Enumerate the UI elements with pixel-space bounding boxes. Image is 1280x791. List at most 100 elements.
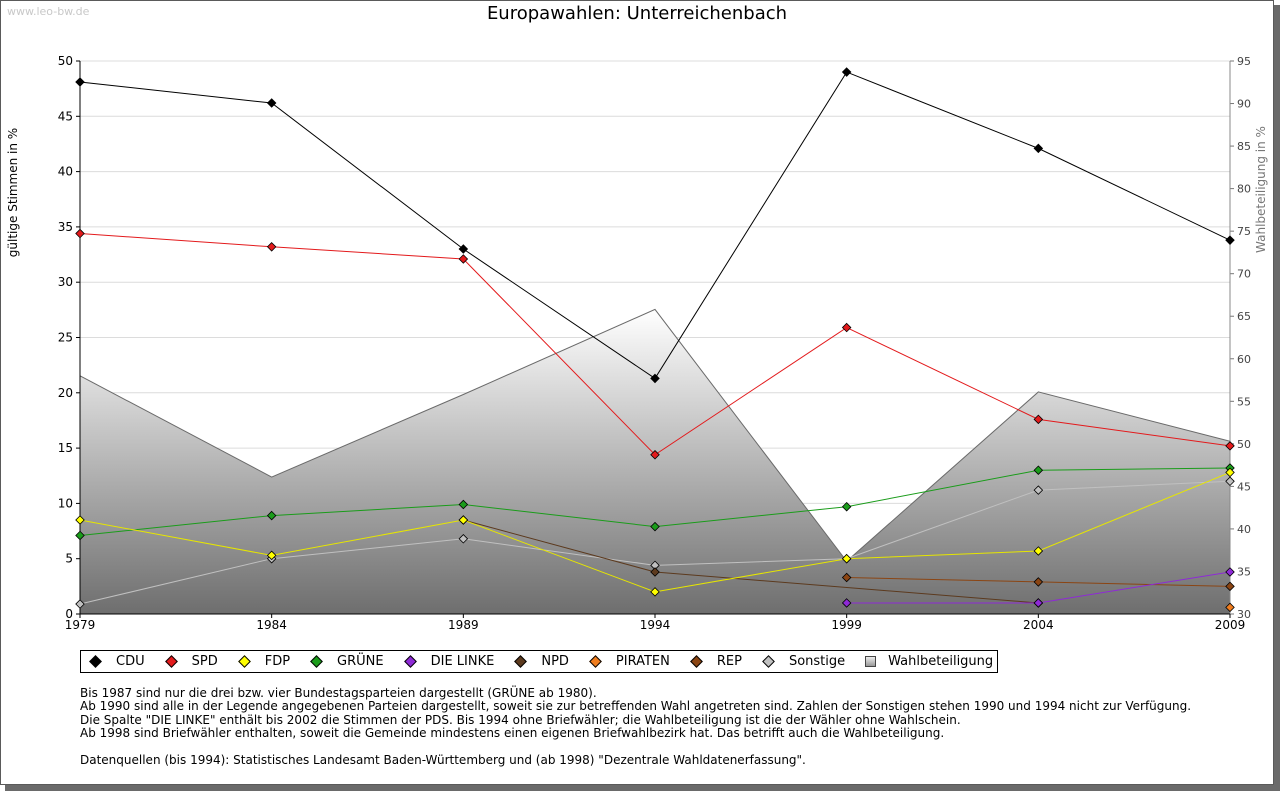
data-point (75, 228, 85, 239)
data-point (1225, 467, 1235, 478)
legend-marker-icon (865, 656, 877, 667)
data-point (1225, 602, 1235, 613)
data-point (266, 98, 277, 108)
chart-title: Europawahlen: Unterreichenbach (486, 3, 788, 24)
footnote-line: Ab 1990 sind alle in der Legende angegeb… (80, 699, 1192, 714)
data-point (1225, 235, 1235, 245)
data-point (458, 515, 469, 525)
frame-shadow-bottom (5, 785, 1280, 791)
data-point (1225, 441, 1235, 451)
footnote-line: Ab 1998 sind Briefwähler enthalten, sowe… (80, 726, 945, 741)
chart-plot: 0 5 10 15 20 25 30 35 40 45 50 30 35 40 45 50 55 60 65 70 75… (6, 54, 1268, 632)
legend-label: FDP (264, 654, 291, 669)
y2-tick-label: 80 (1237, 183, 1251, 196)
data-point (1033, 143, 1044, 154)
x-tick-label: 1999 (831, 618, 862, 632)
x-tick-label: 1994 (640, 618, 671, 632)
legend-label: CDU (116, 654, 145, 669)
data-point (1033, 546, 1044, 556)
legend-marker-icon (762, 655, 775, 668)
y-tick-label: 25 (58, 331, 73, 345)
series-markers (75, 67, 1235, 613)
legend-marker-icon (403, 655, 417, 668)
footnotes: Bis 1987 sind nur die drei bzw. vier Bun… (80, 686, 1192, 741)
y-tick-label: 45 (58, 109, 73, 123)
data-point (75, 530, 85, 541)
y-tick-label: 15 (58, 441, 73, 455)
y-axis-title: gültige Stimmen in % (6, 128, 20, 257)
footnote-line: Bis 1987 sind nur die drei bzw. vier Bun… (80, 686, 597, 700)
data-point (458, 499, 469, 510)
data-point (841, 572, 852, 583)
y2-tick-label: 50 (1237, 438, 1251, 451)
data-point (650, 373, 660, 384)
legend-item: SPD (164, 654, 218, 669)
y2-tick-label: 70 (1237, 268, 1251, 281)
legend-item: PIRATEN (589, 654, 670, 669)
y-tick-label: 10 (58, 496, 73, 510)
y2-axis-title: Wahlbeteiligung in % (1254, 126, 1268, 253)
legend-item: DIE LINKE (403, 654, 494, 669)
footnote-line: Die Spalte "DIE LINKE" enthält bis 2002 … (80, 712, 961, 727)
legend-label: GRÜNE (337, 654, 384, 669)
y-tick-label: 0 (65, 607, 73, 621)
legend-label: SPD (191, 654, 218, 669)
data-point (1033, 598, 1044, 608)
y2-tick-label: 55 (1237, 395, 1251, 408)
data-point (75, 77, 85, 87)
y2-tick-label: 85 (1237, 140, 1251, 153)
data-point (841, 598, 852, 608)
data-point (1225, 476, 1235, 487)
data-point (650, 567, 660, 577)
legend-marker-icon (589, 655, 602, 668)
data-point (1033, 465, 1044, 475)
data-point (1033, 577, 1044, 587)
y-tick-label: 35 (58, 220, 73, 234)
data-point (1033, 485, 1044, 495)
legend-label: REP (716, 654, 742, 669)
legend-label: Sonstige (788, 654, 846, 669)
data-point (841, 322, 852, 333)
legend-item: GRÜNE (310, 654, 384, 669)
y-tick-label: 20 (58, 386, 73, 400)
data-point (1225, 567, 1235, 577)
legend-item: Sonstige (762, 654, 845, 669)
y2-tick-label: 35 (1237, 565, 1251, 578)
legend-marker-icon (164, 655, 178, 668)
legend-item: Wahlbeteiligung (865, 654, 993, 669)
y-tick-label: 50 (58, 54, 73, 68)
y2-tick-label: 65 (1237, 310, 1251, 323)
legend-item: NPD (514, 654, 569, 669)
legend-item: CDU (89, 654, 145, 669)
data-point (75, 515, 85, 525)
data-source-note: Datenquellen (bis 1994): Statistisches L… (80, 753, 806, 767)
y2-tick-label: 75 (1237, 225, 1251, 238)
turnout-area-outline (79, 308, 1231, 562)
legend-label: NPD (541, 654, 569, 669)
watermark: www.leo-bw.de (7, 5, 90, 18)
x-tick-label: 2004 (1023, 618, 1054, 632)
data-point (841, 67, 852, 77)
legend-marker-icon (89, 655, 102, 668)
data-point (1033, 414, 1044, 425)
x-tick-label: 1984 (256, 618, 287, 632)
legend-marker-icon (310, 655, 323, 668)
legend-label: PIRATEN (615, 654, 670, 669)
legend-marker-icon (690, 655, 703, 668)
data-point (458, 244, 469, 254)
legend-marker-icon (514, 655, 528, 668)
y2-tick-label: 90 (1237, 98, 1251, 111)
legend: CDU SPD FDP GRÜNE DIE LINKE NPD PIRATEN REP Sons… (80, 650, 999, 673)
legend-item: FDP (237, 654, 291, 669)
legend-item: REP (690, 654, 742, 669)
frame-shadow-right (1274, 5, 1280, 791)
data-point (266, 242, 277, 252)
data-point (841, 553, 852, 564)
x-tick-label: 1979 (65, 618, 96, 632)
y2-tick-label: 95 (1237, 55, 1251, 68)
y2-tick-label: 40 (1237, 523, 1251, 536)
x-tick-label: 1989 (448, 618, 479, 632)
data-point (1225, 581, 1235, 592)
data-point (75, 599, 85, 609)
data-point (650, 449, 660, 460)
